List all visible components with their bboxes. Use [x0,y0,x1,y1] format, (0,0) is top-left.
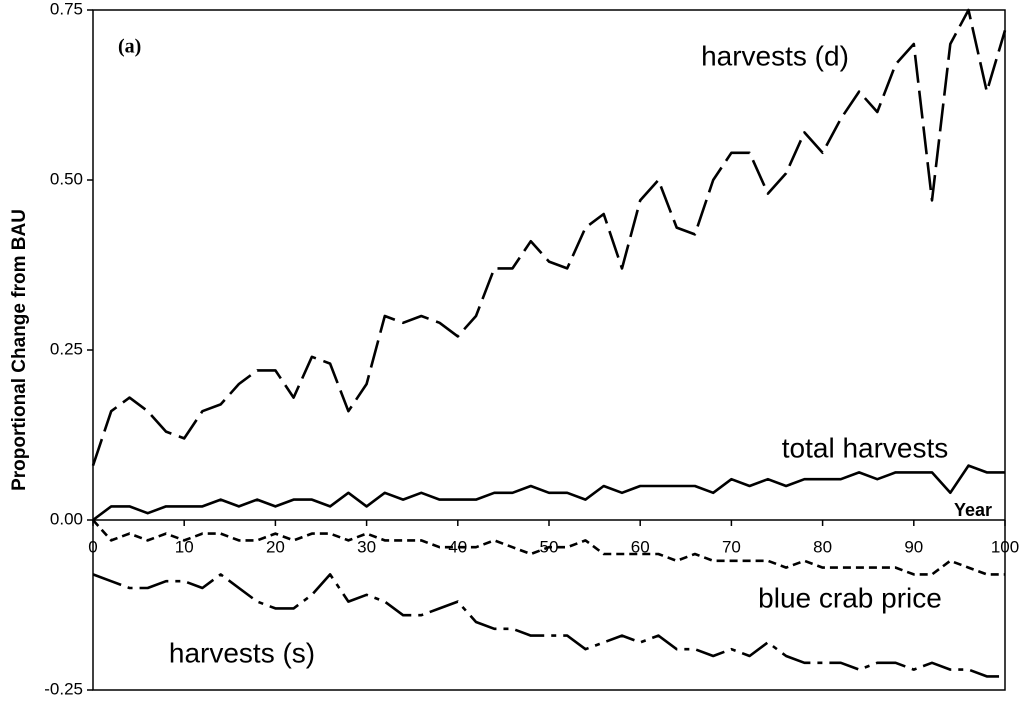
x-tick-label: 60 [631,537,650,556]
x-tick-label: 40 [448,537,467,556]
series-line [92,464,1005,522]
series-label: harvests (s) [169,637,315,668]
x-tick-label: 80 [813,537,832,556]
series-line [91,8,1007,467]
series-line [92,519,1005,576]
y-tick-label: 0.75 [50,0,83,18]
series-line [92,573,1005,678]
x-tick-label: 0 [88,537,97,556]
x-tick-label: 70 [722,537,741,556]
y-tick-label: 0.25 [50,339,83,358]
y-tick-label: 0.00 [50,509,83,528]
panel-label: (a) [118,36,141,58]
x-tick-label: 100 [991,537,1019,556]
x-tick-label: 90 [904,537,923,556]
y-tick-label: -0.25 [44,679,83,698]
x-axis-label: Year [954,500,992,520]
series-label: blue crab price [758,582,942,613]
y-axis-label: Proportional Change from BAU [9,209,30,491]
x-tick-label: 10 [175,537,194,556]
series-label: harvests (d) [701,40,849,71]
y-tick-label: 0.50 [50,169,83,188]
series-label: total harvests [782,432,949,463]
x-tick-label: 30 [357,537,376,556]
x-tick-label: 20 [266,537,285,556]
